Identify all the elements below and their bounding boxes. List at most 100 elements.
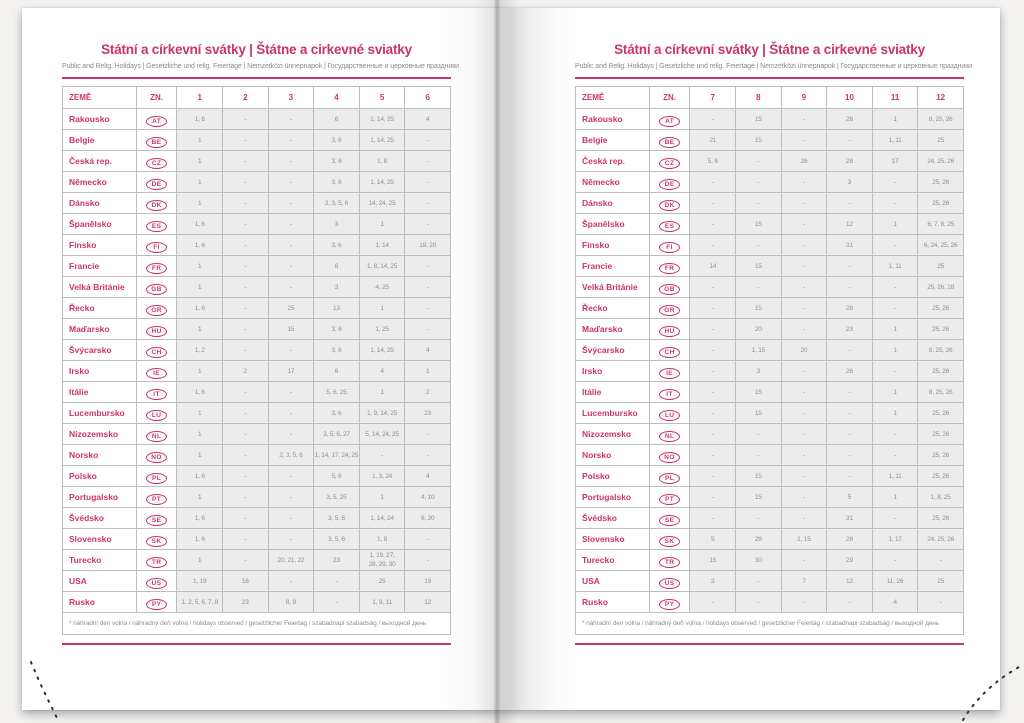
country-code-cell: CH bbox=[648, 339, 691, 361]
holiday-days-cell: 1, 11 bbox=[871, 255, 919, 277]
country-code-cell: PT bbox=[135, 486, 178, 508]
country-code-cell: NL bbox=[648, 423, 691, 445]
country-code-cell: SE bbox=[135, 507, 178, 529]
month-column-header: 10 bbox=[826, 86, 873, 109]
holiday-days-cell: 17 bbox=[267, 360, 315, 382]
holiday-days-cell: 1 bbox=[176, 402, 224, 424]
holiday-days-cell: - bbox=[222, 297, 269, 319]
country-code-badge: TR bbox=[146, 557, 168, 568]
country-name: Maďarsko bbox=[575, 318, 650, 340]
holiday-days-cell: - bbox=[267, 213, 315, 235]
country-code-cell: GR bbox=[135, 297, 178, 319]
country-name: Irsko bbox=[575, 360, 650, 382]
holiday-days-cell: 19 bbox=[404, 570, 451, 592]
holiday-days-cell: - bbox=[735, 171, 782, 193]
country-code-badge: IT bbox=[146, 389, 168, 400]
holiday-days-cell: 6 bbox=[313, 360, 360, 382]
country-row: Dánsko DK 1- -2, 3, 5, 6 14, 24, 25- bbox=[62, 192, 451, 214]
holiday-days-cell: 1 bbox=[358, 486, 406, 508]
holiday-days-cell: 1 bbox=[871, 486, 919, 508]
holiday-days-cell: - bbox=[826, 402, 873, 424]
holiday-days-cell: - bbox=[689, 381, 737, 403]
country-row: Slovensko SK 1, 6- -3, 5, 6 1, 8- bbox=[62, 528, 451, 550]
holiday-days-cell: 8, 25, 26 bbox=[917, 108, 964, 130]
country-row: Rakousko AT 1, 6- -6 1, 14, 25 4 bbox=[62, 108, 451, 130]
holiday-days-cell: - bbox=[404, 129, 451, 151]
country-code-badge: AT bbox=[146, 116, 168, 127]
holiday-days-cell: 4 bbox=[358, 360, 406, 382]
holiday-days-cell: - bbox=[222, 108, 269, 130]
holiday-days-cell: 3, 6 bbox=[313, 402, 360, 424]
holiday-days-cell: - bbox=[826, 192, 873, 214]
holiday-days-cell: 15 bbox=[735, 297, 782, 319]
holiday-days-cell: - bbox=[404, 423, 451, 445]
holiday-days-cell: 15 bbox=[735, 108, 782, 130]
country-row: Irsko IE -3-26-25, 26 bbox=[575, 360, 964, 382]
country-name: Finsko bbox=[62, 234, 137, 256]
country-name: Polsko bbox=[62, 465, 137, 487]
holiday-days-cell: - bbox=[222, 423, 269, 445]
holiday-days-cell: 15 bbox=[735, 381, 782, 403]
holiday-days-cell: - bbox=[404, 318, 451, 340]
holiday-days-cell: 25 bbox=[358, 570, 406, 592]
holiday-days-cell: - bbox=[871, 360, 919, 382]
country-code-badge: SK bbox=[659, 536, 681, 547]
holiday-days-cell: 3, 5, 6 bbox=[313, 507, 360, 529]
holiday-days-cell: 1 bbox=[176, 549, 224, 571]
holiday-days-cell: - bbox=[689, 192, 737, 214]
holiday-days-cell: 28 bbox=[826, 297, 873, 319]
holiday-days-cell: - bbox=[735, 423, 782, 445]
country-name: Švýcarsko bbox=[62, 339, 137, 361]
holiday-days-cell: - bbox=[689, 360, 737, 382]
country-name: Belgie bbox=[575, 129, 650, 151]
holiday-days-cell: - bbox=[826, 276, 873, 298]
country-row: Belgie BE 1- -3, 6 1, 14, 25- bbox=[62, 129, 451, 151]
country-code-cell: PY bbox=[135, 591, 178, 613]
holiday-days-cell: 1, 8, 25 bbox=[917, 486, 964, 508]
holiday-days-cell: 2 bbox=[222, 360, 269, 382]
country-row: Česká rep. CZ 1- -3, 6 1, 8- bbox=[62, 150, 451, 172]
country-name: USA bbox=[62, 570, 137, 592]
holiday-days-cell: 4, 10 bbox=[404, 486, 451, 508]
holiday-days-cell: 1, 6 bbox=[176, 297, 224, 319]
holiday-days-cell: - bbox=[780, 507, 828, 529]
holiday-days-cell: - bbox=[826, 339, 873, 361]
holiday-days-cell: 1, 14, 24 bbox=[358, 507, 406, 529]
holiday-days-cell: 2, 3, 5, 6 bbox=[267, 444, 315, 466]
country-code-badge: US bbox=[146, 578, 168, 589]
holiday-days-cell: 1, 3, 24 bbox=[358, 465, 406, 487]
bottom-rule bbox=[62, 643, 451, 645]
country-name: Nizozemsko bbox=[575, 423, 650, 445]
country-code-cell: GB bbox=[648, 276, 691, 298]
month-column-header: 5 bbox=[358, 86, 406, 109]
holiday-days-cell: 5, 6 bbox=[313, 465, 360, 487]
holiday-days-cell: - bbox=[222, 444, 269, 466]
holiday-days-cell: - bbox=[404, 444, 451, 466]
holiday-days-cell: 8, 9 bbox=[267, 591, 315, 613]
holiday-days-cell: 3, 5, 6, 27 bbox=[313, 423, 360, 445]
country-name: Turecko bbox=[62, 549, 137, 571]
holiday-days-cell: 25 bbox=[267, 297, 315, 319]
country-code-cell: GR bbox=[648, 297, 691, 319]
country-row: Německo DE 1- -3, 6 1, 14, 25- bbox=[62, 171, 451, 193]
holiday-days-cell: 6 bbox=[313, 255, 360, 277]
month-column-header: 11 bbox=[871, 86, 919, 109]
holiday-days-cell: 20 bbox=[780, 339, 828, 361]
holiday-days-cell: 29 bbox=[826, 549, 873, 571]
month-column-header: 9 bbox=[780, 86, 828, 109]
holiday-days-cell: - bbox=[689, 171, 737, 193]
holiday-days-cell: - bbox=[826, 444, 873, 466]
country-code-cell: CH bbox=[135, 339, 178, 361]
country-code-cell: BE bbox=[135, 129, 178, 151]
country-code-cell: ES bbox=[135, 213, 178, 235]
holiday-days-cell: 15 bbox=[735, 486, 782, 508]
holiday-days-cell: - bbox=[689, 297, 737, 319]
holiday-days-cell: 3, 6 bbox=[313, 339, 360, 361]
holiday-days-cell: - bbox=[689, 444, 737, 466]
country-name: Rakousko bbox=[62, 108, 137, 130]
holiday-days-cell: - bbox=[780, 591, 828, 613]
country-name: Česká rep. bbox=[62, 150, 137, 172]
country-row: Rusko PY - - - -4- bbox=[575, 591, 964, 613]
country-code-cell: GB bbox=[135, 276, 178, 298]
